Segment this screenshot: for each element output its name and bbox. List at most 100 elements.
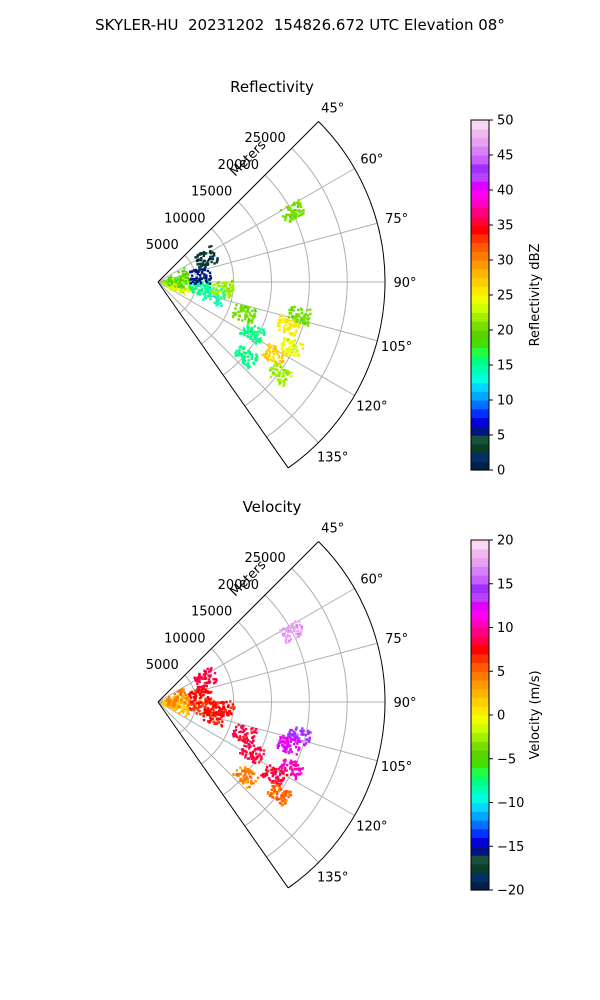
colorbar-tick-label: −5	[497, 752, 516, 767]
echo-cell	[203, 705, 206, 708]
echo-cell	[294, 768, 297, 771]
echo-cell	[274, 360, 277, 364]
echo-cell	[197, 686, 200, 689]
echo-cell	[295, 624, 299, 627]
echo-cell	[283, 793, 286, 796]
colorbar-segment	[471, 785, 489, 795]
echo-cell	[251, 338, 254, 341]
echo-cell	[248, 775, 252, 778]
echo-cell	[182, 281, 186, 285]
echo-cell	[292, 309, 295, 312]
echo-cell	[201, 677, 204, 680]
echo-cell	[296, 738, 300, 741]
echo-cell	[224, 289, 227, 292]
echo-cell	[281, 792, 285, 795]
echo-cell	[213, 283, 216, 287]
echo-cell	[286, 208, 290, 211]
echo-cell	[288, 311, 291, 315]
echo-cell	[198, 679, 201, 682]
echo-cell	[297, 740, 300, 743]
echo-cell	[205, 263, 209, 266]
echo-cell	[204, 283, 208, 287]
echo-cell	[185, 271, 188, 274]
echo-cell	[217, 705, 220, 708]
echo-cell	[266, 344, 270, 347]
echo-cell	[178, 711, 181, 715]
echo-cell	[211, 717, 214, 720]
echo-cell	[223, 707, 226, 711]
echo-cell	[253, 730, 256, 734]
echo-cell	[303, 729, 306, 732]
echo-cell	[254, 310, 257, 313]
echo-cell	[206, 288, 209, 292]
echo-cell	[284, 323, 288, 326]
echo-cell	[234, 351, 237, 355]
echo-cell	[286, 740, 290, 743]
colorbar-tick-label: −10	[497, 796, 524, 811]
echo-cell	[195, 701, 199, 705]
echo-cell	[299, 624, 302, 627]
echo-cell	[200, 690, 203, 694]
echo-cell	[178, 698, 182, 702]
echo-cell	[267, 777, 271, 780]
echo-cell	[270, 792, 273, 795]
colorbar-tick-label: −15	[497, 840, 524, 855]
echo-cell	[188, 707, 192, 710]
sector-edge	[157, 701, 289, 889]
echo-cell	[204, 286, 207, 289]
echo-cell	[290, 306, 293, 309]
echo-cell	[214, 706, 218, 709]
echo-cell	[292, 212, 296, 216]
colorbar-segment	[471, 811, 489, 821]
echo-cell	[265, 768, 268, 771]
echo-cell	[241, 779, 244, 783]
echo-cell	[258, 746, 262, 749]
echo-cell	[204, 297, 207, 300]
echo-cell	[216, 701, 219, 704]
echo-cell	[205, 710, 208, 713]
echo-cell	[300, 625, 303, 629]
colorbar-tick-label: 25	[497, 289, 514, 304]
echo-cell	[212, 252, 216, 255]
echo-cell	[180, 283, 183, 286]
echo-cell	[203, 690, 206, 694]
echo-cell	[193, 692, 196, 696]
echo-cell	[285, 773, 289, 777]
echo-cell	[292, 318, 296, 322]
echo-cell	[269, 794, 272, 798]
echo-cell	[241, 748, 244, 751]
echo-cell	[244, 363, 247, 366]
echo-cell	[283, 798, 286, 801]
echo-cell	[170, 698, 174, 701]
echo-cell	[162, 700, 166, 703]
echo-cell	[198, 674, 201, 678]
echo-cell	[251, 752, 254, 755]
echo-cell	[276, 352, 279, 356]
echo-cell	[237, 354, 240, 357]
colorbar-segment	[471, 540, 489, 550]
colorbar-segment	[471, 741, 489, 751]
echo-cell	[211, 705, 215, 709]
echo-cell	[257, 330, 260, 333]
echo-cell	[183, 280, 186, 283]
echo-cell	[289, 353, 293, 356]
echo-cell	[298, 342, 301, 345]
echo-cell	[220, 713, 224, 717]
echo-cell	[290, 371, 293, 374]
echo-cell	[299, 633, 302, 636]
echo-cell	[280, 804, 283, 807]
echo-cell	[217, 293, 220, 296]
echo-cell	[217, 296, 220, 299]
echo-cell	[255, 728, 258, 731]
echo-cell	[282, 328, 286, 331]
echo-cell	[208, 710, 211, 714]
colorbar-label: Reflectivity dBZ	[528, 244, 543, 347]
echo-cell	[245, 750, 248, 754]
echo-cell	[198, 699, 201, 703]
echo-cell	[305, 317, 309, 320]
echo-cell	[293, 774, 297, 777]
echo-cell	[171, 280, 174, 283]
echo-cell	[285, 769, 288, 772]
echo-cell	[181, 275, 185, 278]
